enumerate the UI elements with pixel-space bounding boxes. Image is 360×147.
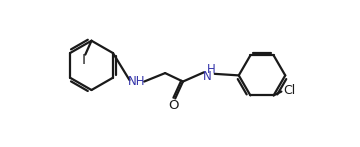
Text: NH: NH <box>128 75 145 88</box>
Text: I: I <box>82 53 86 67</box>
Text: N: N <box>203 70 211 83</box>
Text: Cl: Cl <box>283 83 295 96</box>
Text: O: O <box>168 99 179 112</box>
Text: H: H <box>207 64 216 76</box>
